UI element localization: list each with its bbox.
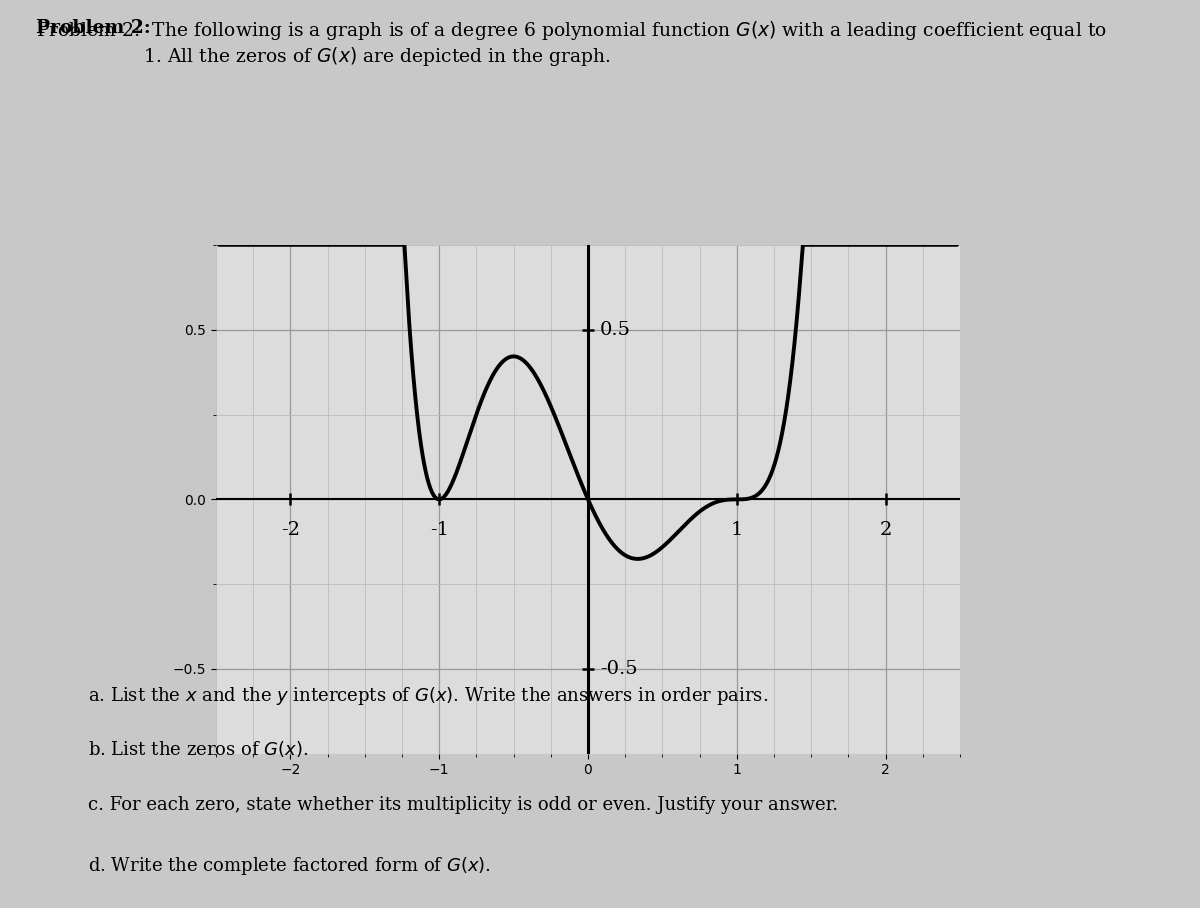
Text: 0.5: 0.5 <box>600 321 631 339</box>
Text: Problem 2:: Problem 2: <box>36 18 150 36</box>
Text: 2: 2 <box>880 521 892 539</box>
Text: 1: 1 <box>731 521 743 539</box>
Text: d. Write the complete factored form of $G(x)$.: d. Write the complete factored form of $… <box>89 854 492 877</box>
Text: c. For each zero, state whether its multiplicity is odd or even. Justify your an: c. For each zero, state whether its mult… <box>89 795 839 814</box>
Text: -0.5: -0.5 <box>600 660 637 678</box>
Text: b. List the zeros of $G(x)$.: b. List the zeros of $G(x)$. <box>89 739 310 759</box>
Text: a. List the $x$ and the $y$ intercepts of $G(x)$. Write the answers in order pai: a. List the $x$ and the $y$ intercepts o… <box>89 686 769 707</box>
Text: -1: -1 <box>430 521 449 539</box>
Text: Problem 2:  The following is a graph is of a degree 6 polynomial function $G(x)$: Problem 2: The following is a graph is o… <box>36 18 1106 68</box>
Text: -2: -2 <box>281 521 300 539</box>
